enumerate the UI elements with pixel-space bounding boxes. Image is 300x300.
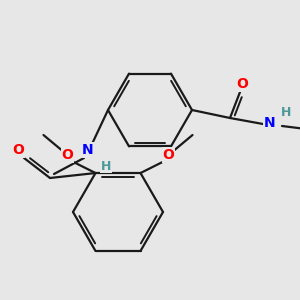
Text: O: O <box>61 148 74 162</box>
Text: N: N <box>82 143 94 157</box>
Text: O: O <box>163 148 174 162</box>
Text: O: O <box>12 143 24 157</box>
Text: N: N <box>264 116 276 130</box>
Text: O: O <box>236 77 248 91</box>
Text: H: H <box>101 160 111 172</box>
Text: H: H <box>281 106 291 118</box>
